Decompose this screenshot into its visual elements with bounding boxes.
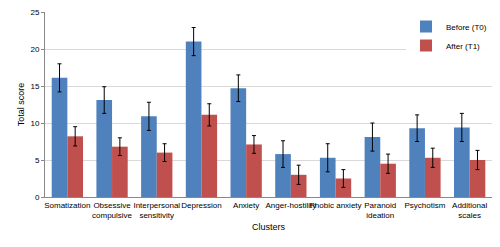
svg-text:20: 20 <box>30 45 39 54</box>
svg-text:15: 15 <box>30 82 39 91</box>
svg-text:Additionalscales: Additionalscales <box>452 201 487 220</box>
svg-text:Phobic anxiety: Phobic anxiety <box>310 201 362 210</box>
svg-text:Anxiety: Anxiety <box>233 201 259 210</box>
svg-text:Depression: Depression <box>181 201 221 210</box>
svg-text:5: 5 <box>35 156 40 165</box>
svg-text:Before (T0): Before (T0) <box>446 23 487 32</box>
svg-text:After (T1): After (T1) <box>446 42 480 51</box>
svg-text:Obsessivecompulsive: Obsessivecompulsive <box>92 201 133 220</box>
svg-text:25: 25 <box>30 8 39 17</box>
svg-text:Psychotism: Psychotism <box>404 201 445 210</box>
svg-text:Anger-hostility: Anger-hostility <box>266 201 317 210</box>
svg-text:10: 10 <box>30 119 39 128</box>
svg-text:Clusters: Clusters <box>252 222 286 232</box>
svg-text:Somatization: Somatization <box>44 201 90 210</box>
svg-text:0: 0 <box>35 193 40 202</box>
svg-text:Paranoidideation: Paranoidideation <box>364 201 396 220</box>
svg-text:Interpersonalsensitivity: Interpersonalsensitivity <box>133 201 180 220</box>
svg-text:Total score: Total score <box>16 83 26 127</box>
